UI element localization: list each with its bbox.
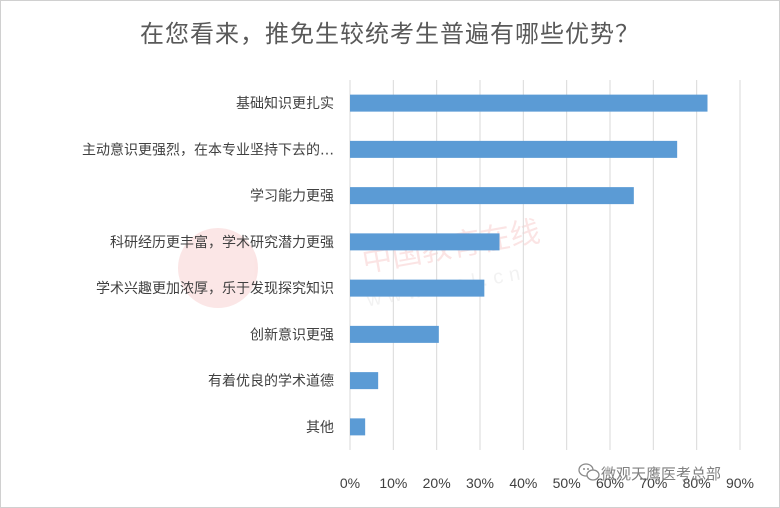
bar <box>350 325 439 343</box>
wechat-watermark: 微观天鹰医考总部 <box>578 463 721 483</box>
category-label: 学习能力更强 <box>250 189 334 205</box>
bar <box>350 418 366 436</box>
bar <box>350 233 500 251</box>
x-tick-label: 30% <box>466 475 494 491</box>
wechat-account-name: 微观天鹰医考总部 <box>601 465 721 483</box>
category-label: 基础知识更扎实 <box>236 95 334 112</box>
bar <box>350 279 485 297</box>
chart-title: 在您看来，推免生较统考生普遍有哪些优势？ <box>140 20 640 48</box>
category-label: 学术兴趣更加浓厚，乐于发现探究知识 <box>96 280 334 297</box>
category-label: 其他 <box>306 420 334 436</box>
bar <box>350 94 708 112</box>
x-tick-label: 60% <box>596 475 624 491</box>
category-label: 科研经历更丰富，学术研究潜力更强 <box>110 234 334 251</box>
bar <box>350 187 634 205</box>
bars-group <box>350 94 708 436</box>
category-label: 主动意识更强烈，在本专业坚持下去的… <box>82 141 334 158</box>
x-tick-label: 20% <box>423 475 451 491</box>
bar <box>350 372 379 390</box>
x-tick-label: 10% <box>379 475 407 491</box>
x-tick-label: 50% <box>553 475 581 491</box>
x-tick-label: 90% <box>726 475 754 491</box>
x-tick-label: 0% <box>340 475 360 491</box>
x-tick-label: 40% <box>509 475 537 491</box>
category-label: 创新意识更强 <box>250 326 334 343</box>
bar <box>350 140 678 158</box>
x-tick-label: 80% <box>683 475 711 491</box>
eol-logo-circle <box>178 228 258 308</box>
wechat-icon <box>578 463 600 481</box>
category-label: 有着优良的学术道德 <box>208 374 334 390</box>
x-tick-label: 70% <box>639 475 667 491</box>
x-tick-labels: 0% 10% 20% 30% 40% 50% 60% 70% 80% 90% <box>340 475 754 491</box>
